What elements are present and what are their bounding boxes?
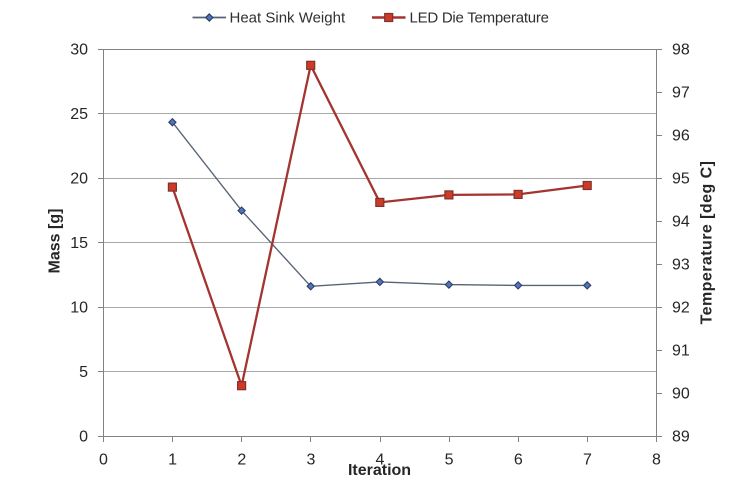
svg-text:91: 91 xyxy=(672,343,690,360)
svg-text:3: 3 xyxy=(306,452,315,469)
svg-text:97: 97 xyxy=(672,85,690,102)
svg-text:15: 15 xyxy=(70,235,88,252)
svg-text:90: 90 xyxy=(672,386,690,403)
svg-text:30: 30 xyxy=(70,42,88,59)
svg-text:2: 2 xyxy=(237,452,246,469)
svg-text:95: 95 xyxy=(672,171,690,188)
svg-text:4: 4 xyxy=(376,452,385,469)
svg-text:94: 94 xyxy=(672,214,690,231)
svg-text:Temperature [deg C]: Temperature [deg C] xyxy=(699,161,716,325)
svg-text:8: 8 xyxy=(652,452,661,469)
svg-text:92: 92 xyxy=(672,300,690,317)
svg-text:1: 1 xyxy=(168,452,177,469)
svg-text:98: 98 xyxy=(672,42,690,59)
svg-text:Iteration: Iteration xyxy=(348,462,411,479)
svg-text:6: 6 xyxy=(514,452,523,469)
svg-text:89: 89 xyxy=(672,429,690,446)
svg-text:5: 5 xyxy=(79,364,88,381)
svg-text:0: 0 xyxy=(99,452,108,469)
svg-text:25: 25 xyxy=(70,106,88,123)
svg-text:0: 0 xyxy=(79,429,88,446)
svg-text:5: 5 xyxy=(445,452,454,469)
svg-text:Mass [g]: Mass [g] xyxy=(47,209,64,274)
svg-text:7: 7 xyxy=(583,452,592,469)
svg-text:20: 20 xyxy=(70,171,88,188)
svg-text:96: 96 xyxy=(672,128,690,145)
svg-text:Heat Sink Weight: Heat Sink Weight xyxy=(230,10,346,27)
svg-text:93: 93 xyxy=(672,257,690,274)
svg-text:LED Die Temperature: LED Die Temperature xyxy=(410,10,549,27)
svg-text:10: 10 xyxy=(70,300,88,317)
